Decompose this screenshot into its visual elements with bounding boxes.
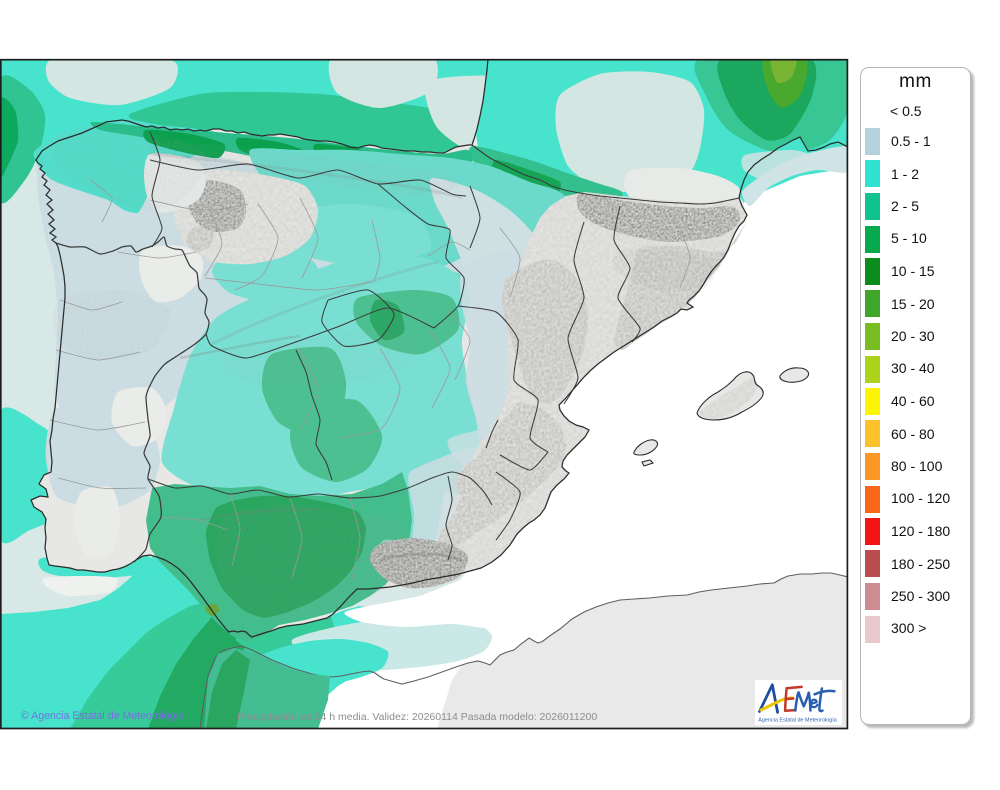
svg-text:Agencia Estatal de Meteorologí: Agencia Estatal de Meteorología bbox=[758, 718, 838, 724]
